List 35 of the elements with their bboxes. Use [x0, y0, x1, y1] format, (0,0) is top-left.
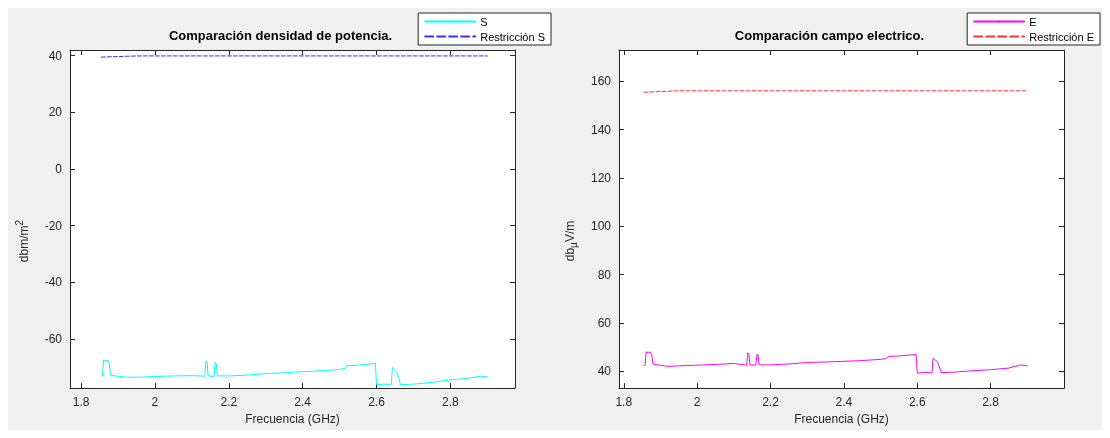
line-series: [100, 359, 488, 386]
x-tick-label: 1.8: [615, 395, 633, 410]
y-tick-label: 0: [55, 162, 63, 177]
x-tick-label: 2.4: [294, 395, 312, 410]
legend-label: E: [1029, 15, 1037, 28]
x-tick-label: 2: [693, 395, 701, 410]
y-tick-label: 40: [597, 364, 612, 379]
legend-label: Restricción S: [480, 30, 545, 43]
y-tick-label: -60: [44, 332, 63, 347]
x-tick-label: 2.4: [835, 395, 853, 410]
y-tick-label: 100: [590, 219, 612, 234]
x-axis-title: Frecuencia (GHz): [245, 412, 340, 426]
y-tick-label: 80: [597, 267, 612, 282]
x-tick-label: 2.8: [982, 395, 1000, 410]
x-tick-label: 2.2: [220, 395, 238, 410]
x-tick-label: 2.2: [762, 395, 780, 410]
y-tick-label: 40: [48, 48, 63, 63]
y-tick-label: 140: [590, 122, 612, 137]
x-axis-title: Frecuencia (GHz): [794, 412, 889, 426]
y-tick-label: 120: [590, 170, 612, 185]
y-tick-label: 60: [597, 315, 612, 330]
x-tick-label: 1.8: [72, 395, 90, 410]
y-tick-label: -20: [44, 218, 63, 233]
x-tick-label: 2: [151, 395, 159, 410]
y-tick-label: -40: [44, 275, 63, 290]
x-tick-label: 2.8: [442, 395, 460, 410]
chart-title: Comparación campo electrico.: [734, 28, 925, 43]
legend-label: S: [480, 15, 488, 28]
legend-label: Restricción E: [1029, 30, 1094, 43]
x-tick-label: 2.6: [908, 395, 926, 410]
line-series: [643, 351, 1028, 374]
chart-title: Comparación densidad de potencia.: [168, 28, 393, 43]
y-tick-label: 160: [590, 74, 612, 89]
y-tick-label: 20: [48, 105, 63, 120]
x-tick-label: 2.6: [368, 395, 386, 410]
